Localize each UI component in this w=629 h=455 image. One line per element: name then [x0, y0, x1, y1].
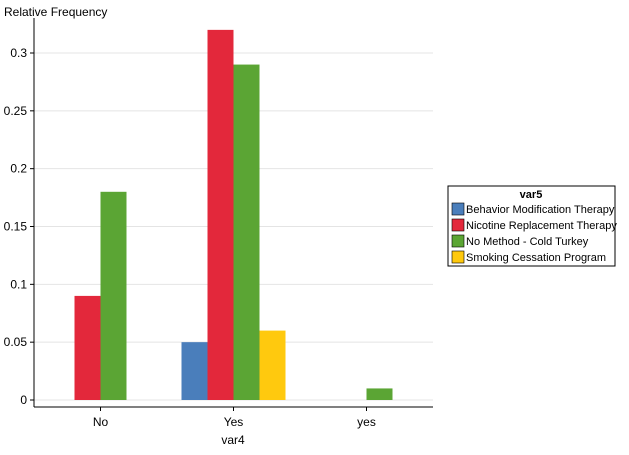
- bar: [366, 388, 393, 400]
- bars: [74, 29, 393, 401]
- legend-items: Behavior Modification Therapy Nicotine Re…: [451, 202, 617, 264]
- legend-label: Smoking Cessation Program: [466, 252, 606, 264]
- y-tick-label: 0.1: [10, 277, 27, 291]
- legend-label: Nicotine Replacement Therapy: [466, 220, 617, 232]
- legend-label: No Method - Cold Turkey: [466, 236, 589, 248]
- y-tick-labels: 0 0.05 0.1 0.15 0.2 0.25 0.3: [4, 46, 34, 407]
- bar: [207, 29, 234, 400]
- bar: [100, 191, 127, 400]
- y-tick-label: 0.2: [10, 162, 27, 176]
- y-tick-label: 0.05: [4, 335, 28, 349]
- y-tick-label: 0.15: [4, 220, 28, 234]
- legend-title: var5: [520, 189, 543, 201]
- y-tick-label: 0.25: [4, 104, 28, 118]
- bar: [181, 342, 208, 400]
- x-tick-label: Yes: [224, 415, 244, 429]
- bar: [233, 64, 260, 401]
- y-tick-label: 0: [20, 393, 27, 407]
- legend-label: Behavior Modification Therapy: [466, 204, 615, 216]
- y-axis-title: Relative Frequency: [4, 5, 107, 19]
- legend-swatch: [451, 202, 465, 216]
- legend: var5 Behavior Modification Therapy Nicoti…: [447, 185, 617, 267]
- y-tick-label: 0.3: [10, 46, 27, 60]
- bar: [259, 330, 286, 400]
- bar: [74, 295, 101, 400]
- legend-box: [447, 185, 616, 267]
- legend-swatch: [451, 250, 465, 264]
- legend-swatch: [451, 234, 465, 248]
- x-tick-label: yes: [357, 415, 376, 429]
- legend-swatch: [451, 218, 465, 232]
- x-tick-labels: No Yes yes: [93, 407, 376, 429]
- x-axis-title: var4: [221, 433, 245, 447]
- x-tick-label: No: [93, 415, 109, 429]
